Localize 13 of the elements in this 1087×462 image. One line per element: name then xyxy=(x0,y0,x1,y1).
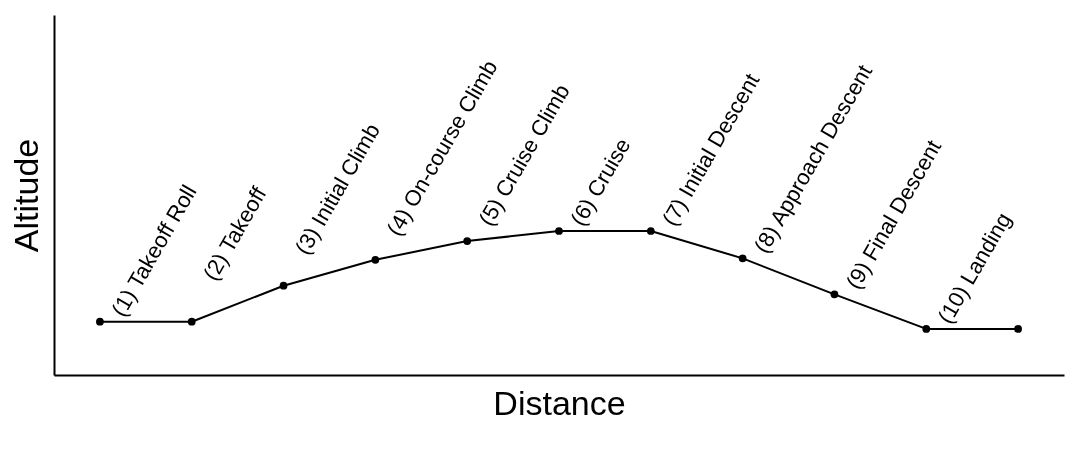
point xyxy=(463,237,472,245)
point xyxy=(922,325,931,333)
point xyxy=(738,254,747,263)
point xyxy=(187,317,196,326)
x-axis-title: Distance xyxy=(493,383,626,422)
point xyxy=(555,227,563,235)
point xyxy=(1014,325,1022,333)
y-axis-title: Altitude xyxy=(6,138,45,253)
point xyxy=(96,317,104,326)
point xyxy=(646,227,655,235)
point xyxy=(830,290,839,299)
point xyxy=(371,255,380,264)
point xyxy=(279,281,288,290)
